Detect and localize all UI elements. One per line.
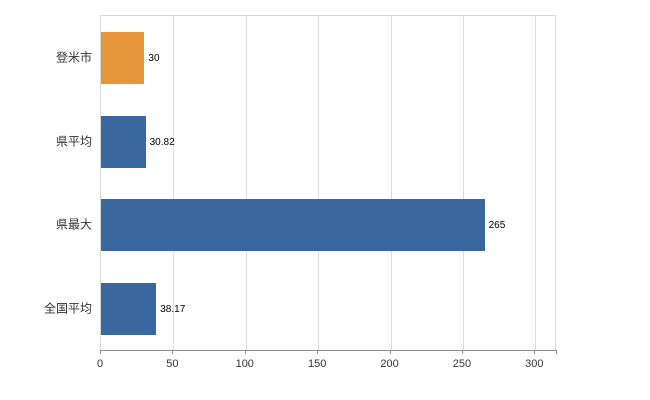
gridline-x-250 <box>462 16 464 350</box>
tick-label-150: 150 <box>307 358 327 370</box>
tick-label-200: 200 <box>380 358 399 370</box>
tick-label-250: 250 <box>452 358 472 370</box>
value-label-1: 30.82 <box>149 136 175 148</box>
tick-label-300: 300 <box>525 358 544 370</box>
bar-3 <box>101 283 157 336</box>
gridline-x-150 <box>318 16 320 350</box>
gridline-x-200 <box>390 16 392 350</box>
value-label-2: 265 <box>488 220 506 232</box>
category-label-0: 登米市 <box>55 50 92 65</box>
tick-mark-200 <box>389 350 391 354</box>
bar-0 <box>101 31 145 84</box>
value-label-0: 30 <box>148 52 160 64</box>
category-label-3: 全国平均 <box>43 301 92 316</box>
tick-mark-300 <box>534 350 536 354</box>
gridline-x-100 <box>245 16 247 350</box>
bar-1 <box>101 115 146 168</box>
tick-mark-250 <box>461 350 463 354</box>
tick-mark-edge <box>556 350 557 354</box>
bar-2 <box>101 199 485 252</box>
tick-label-50: 50 <box>166 358 179 370</box>
tick-mark-50 <box>172 350 174 354</box>
plot-area: 30 30.82 265 38.17 <box>100 15 556 350</box>
x-axis-line <box>100 350 557 351</box>
tick-label-0: 0 <box>96 358 104 370</box>
category-label-1: 県平均 <box>55 134 92 149</box>
tick-label-100: 100 <box>235 358 254 370</box>
tick-mark-100 <box>244 350 246 354</box>
tick-mark-0 <box>100 350 101 354</box>
gridline-x-50 <box>173 16 175 350</box>
tick-mark-150 <box>317 350 319 354</box>
category-label-2: 県最大 <box>55 217 92 232</box>
value-label-3: 38.17 <box>160 304 186 316</box>
gridline-x-300 <box>535 16 537 350</box>
